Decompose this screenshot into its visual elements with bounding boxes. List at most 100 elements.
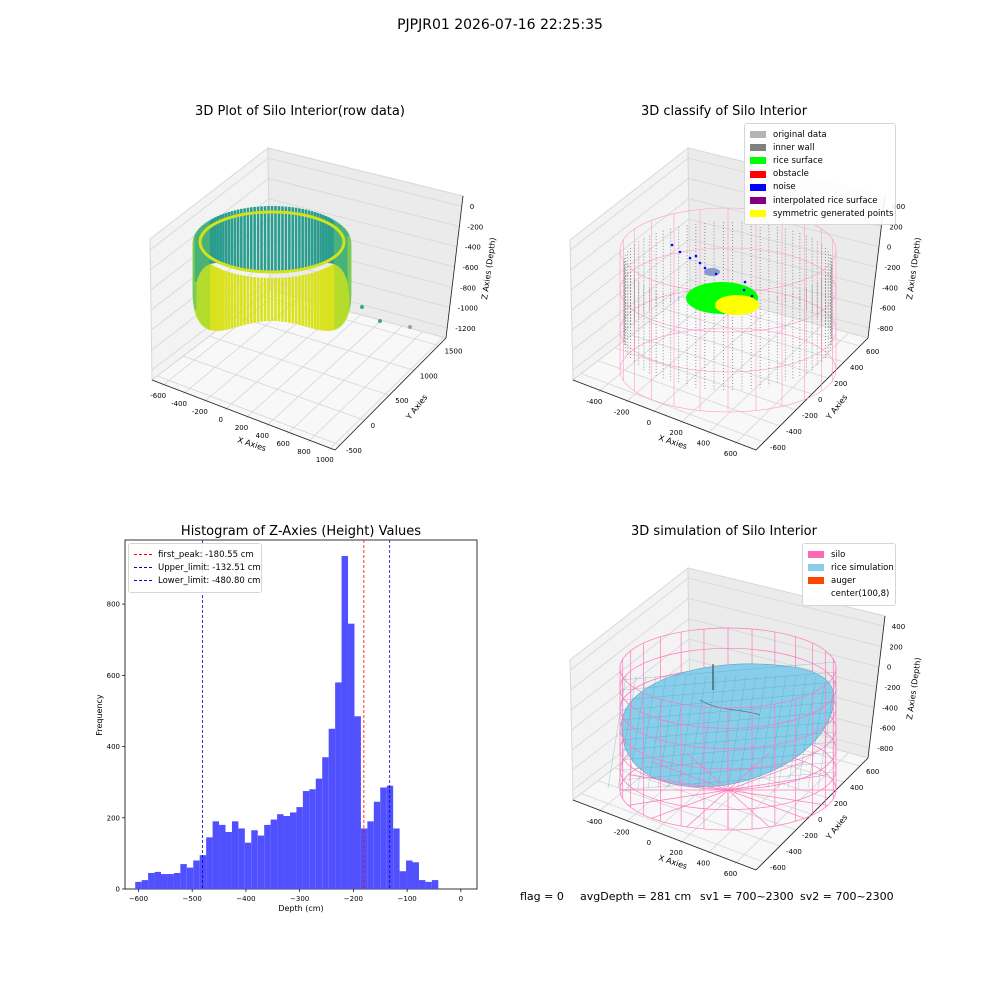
histogram-bar bbox=[418, 880, 426, 889]
histogram-bar bbox=[296, 807, 303, 889]
gridline bbox=[268, 178, 460, 227]
histogram-bar bbox=[399, 871, 407, 889]
rice-mesh-line bbox=[647, 675, 667, 789]
classify-legend: original data inner wall rice surface obsta… bbox=[744, 123, 896, 226]
histogram-x-axis-label: Depth (cm) bbox=[278, 904, 323, 913]
rice-mesh-line bbox=[617, 675, 637, 789]
histogram-title: Histogram of Z-Axies (Height) Values bbox=[180, 524, 422, 539]
y-tick-label: -200 bbox=[802, 832, 818, 840]
legend-entry: rice simulation bbox=[808, 561, 894, 574]
histogram-bar bbox=[264, 824, 271, 889]
silo-floor-spoke bbox=[686, 789, 729, 828]
histogram-bar bbox=[431, 880, 439, 889]
histogram-bar bbox=[212, 821, 220, 889]
legend-entry: obstacle bbox=[750, 168, 890, 181]
histogram-bar bbox=[180, 864, 187, 889]
noise-point bbox=[714, 272, 718, 276]
histogram-bar bbox=[335, 682, 342, 889]
histogram-x-ticks: −600 −500 −400 −300 −200 −100 0 bbox=[129, 889, 463, 903]
legend-label: center(100,8) bbox=[831, 589, 890, 600]
z-tick-label: -400 bbox=[465, 244, 481, 252]
legend-swatch bbox=[750, 131, 766, 139]
x-tick-label: -200 bbox=[614, 828, 630, 836]
y-tick-label: -600 bbox=[770, 444, 786, 452]
rice-mesh-line bbox=[619, 661, 837, 681]
raw-x-axis-line bbox=[151, 379, 336, 451]
classify-x-axis-line bbox=[572, 379, 757, 451]
z-tick-label: -600 bbox=[880, 725, 896, 733]
silo-floor-spoke bbox=[651, 789, 729, 819]
z-tick-label: 200 bbox=[889, 223, 902, 231]
x-tick-label: 200 bbox=[669, 429, 682, 437]
rice-mesh-line bbox=[777, 675, 797, 789]
flag-text: flag = 0 bbox=[520, 890, 564, 903]
y-tick-label: 200 bbox=[834, 380, 847, 388]
legend-swatch bbox=[750, 170, 766, 178]
y-tick-label: 800 bbox=[107, 601, 120, 609]
x-tick-label: 600 bbox=[724, 450, 737, 458]
legend-entry: inner wall bbox=[750, 141, 890, 154]
legend-label: inner wall bbox=[773, 142, 815, 153]
silo-floor-spoke bbox=[727, 789, 770, 828]
y-tick-label: -400 bbox=[786, 428, 802, 436]
legend-swatch bbox=[750, 210, 766, 218]
simulation-x-axis-line bbox=[572, 799, 757, 871]
histogram-bar bbox=[154, 871, 162, 889]
y-tick-label: 600 bbox=[107, 672, 120, 680]
classify-noise-points bbox=[670, 243, 754, 298]
legend-entry: rice surface bbox=[750, 154, 890, 167]
gridline bbox=[268, 198, 458, 248]
gridline bbox=[149, 157, 269, 251]
histogram-bar bbox=[244, 842, 252, 889]
raw-outlier-point bbox=[378, 319, 382, 323]
x-tick-label: -400 bbox=[171, 400, 187, 408]
simulation-y-axis-line bbox=[755, 757, 869, 871]
gridline bbox=[570, 178, 689, 271]
gridline bbox=[571, 218, 690, 311]
classify-z-ticks: -800 -600 -400 -200 0 200 400 bbox=[877, 203, 905, 333]
gridline bbox=[572, 259, 690, 351]
histogram-bar bbox=[393, 828, 400, 889]
raw-plot-title: 3D Plot of Silo Interior(row data) bbox=[195, 104, 405, 119]
rice-mesh-line bbox=[737, 675, 757, 789]
gridline bbox=[707, 326, 821, 434]
x-tick-label: 0 bbox=[459, 895, 463, 903]
noise-point bbox=[743, 280, 747, 284]
raw-outlier-point bbox=[408, 325, 412, 329]
z-tick-label: -400 bbox=[882, 704, 898, 712]
x-tick-label: 400 bbox=[697, 860, 710, 868]
legend-line-sample bbox=[134, 580, 152, 582]
histogram-bar bbox=[360, 828, 368, 889]
histogram-legend: first_peak: -180.55 cm Upper_limit: -132.… bbox=[128, 543, 262, 593]
legend-label: rice simulation bbox=[831, 562, 894, 573]
silo-floor-spoke bbox=[727, 761, 805, 791]
gridline bbox=[679, 318, 794, 424]
y-tick-label: -400 bbox=[786, 848, 802, 856]
x-tick-label: −200 bbox=[344, 895, 363, 903]
sv1-text: sv1 = 700~2300 bbox=[700, 890, 794, 903]
histogram-bar bbox=[283, 815, 290, 889]
noise-point bbox=[670, 243, 674, 247]
gridline bbox=[569, 157, 689, 251]
ring-top-edge bbox=[198, 210, 346, 274]
classify-silo-wireframe bbox=[619, 207, 837, 413]
z-tick-label: 200 bbox=[889, 643, 902, 651]
x-tick-label: -400 bbox=[586, 818, 602, 826]
rice-mesh-line bbox=[619, 671, 837, 691]
x-tick-label: 600 bbox=[276, 440, 289, 448]
gridline bbox=[598, 297, 713, 393]
histogram-bar bbox=[425, 881, 432, 889]
y-tick-label: 200 bbox=[834, 800, 847, 808]
x-tick-label: 400 bbox=[697, 440, 710, 448]
rice-mesh-line bbox=[637, 675, 657, 789]
histogram-y-ticks: 0 200 400 600 800 bbox=[107, 601, 125, 894]
legend-label: noise bbox=[773, 182, 796, 193]
histogram-bar bbox=[289, 812, 297, 889]
histogram-bar bbox=[167, 874, 174, 889]
legend-line-sample bbox=[134, 567, 152, 569]
classify-x-ticks: -400 -200 0 200 400 600 bbox=[586, 398, 737, 458]
raw-y-ticks: -500 0 500 1000 1500 bbox=[346, 347, 462, 455]
simulation-z-axis-label: Z Axies (Depth) bbox=[905, 657, 923, 720]
y-tick-label: 600 bbox=[866, 348, 879, 356]
